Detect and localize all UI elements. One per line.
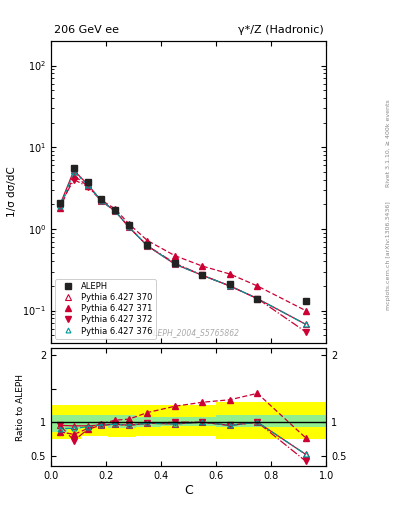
- Pythia 6.427 371: [58, 205, 62, 211]
- Pythia 6.427 370: [228, 283, 232, 289]
- Pythia 6.427 370: [200, 272, 205, 279]
- Pythia 6.427 370: [58, 201, 62, 207]
- Pythia 6.427 370: [85, 181, 90, 187]
- Pythia 6.427 371: [85, 183, 90, 189]
- Pythia 6.427 371: [173, 252, 177, 259]
- Pythia 6.427 371: [228, 271, 232, 277]
- ALEPH: [72, 165, 76, 172]
- Pythia 6.427 372: [85, 183, 90, 189]
- ALEPH: [303, 298, 308, 304]
- ALEPH: [127, 222, 131, 228]
- Y-axis label: Ratio to ALEPH: Ratio to ALEPH: [16, 374, 25, 440]
- Text: mcplots.cern.ch [arXiv:1306.3436]: mcplots.cern.ch [arXiv:1306.3436]: [386, 202, 391, 310]
- Pythia 6.427 370: [113, 208, 118, 214]
- Pythia 6.427 372: [173, 260, 177, 266]
- Pythia 6.427 372: [127, 224, 131, 230]
- ALEPH: [145, 242, 150, 248]
- Pythia 6.427 371: [303, 308, 308, 314]
- Pythia 6.427 371: [113, 206, 118, 212]
- Pythia 6.427 370: [127, 224, 131, 230]
- Pythia 6.427 372: [200, 272, 205, 279]
- Pythia 6.427 371: [99, 197, 104, 203]
- X-axis label: C: C: [184, 483, 193, 497]
- Text: Rivet 3.1.10, ≥ 400k events: Rivet 3.1.10, ≥ 400k events: [386, 99, 391, 187]
- Pythia 6.427 370: [145, 243, 150, 249]
- Pythia 6.427 370: [255, 295, 260, 302]
- Line: Pythia 6.427 370: Pythia 6.427 370: [57, 167, 309, 327]
- Pythia 6.427 376: [255, 295, 260, 302]
- ALEPH: [173, 260, 177, 266]
- Pythia 6.427 371: [72, 173, 76, 179]
- ALEPH: [113, 207, 118, 213]
- ALEPH: [85, 179, 90, 185]
- ALEPH: [228, 281, 232, 287]
- Pythia 6.427 372: [255, 295, 260, 302]
- Pythia 6.427 370: [303, 321, 308, 327]
- Pythia 6.427 372: [58, 201, 62, 207]
- Pythia 6.427 376: [303, 321, 308, 327]
- Pythia 6.427 376: [58, 203, 62, 209]
- Pythia 6.427 376: [228, 283, 232, 289]
- Pythia 6.427 370: [99, 198, 104, 204]
- Pythia 6.427 376: [127, 224, 131, 230]
- Line: Pythia 6.427 372: Pythia 6.427 372: [57, 177, 309, 334]
- Y-axis label: 1/σ dσ/dC: 1/σ dσ/dC: [7, 166, 17, 218]
- Pythia 6.427 372: [72, 177, 76, 183]
- Pythia 6.427 372: [113, 208, 118, 214]
- Pythia 6.427 372: [145, 243, 150, 249]
- Pythia 6.427 376: [200, 272, 205, 279]
- Pythia 6.427 372: [228, 283, 232, 289]
- Pythia 6.427 376: [113, 208, 118, 214]
- Pythia 6.427 371: [127, 221, 131, 227]
- Pythia 6.427 376: [145, 243, 150, 249]
- Pythia 6.427 371: [255, 283, 260, 289]
- Pythia 6.427 372: [303, 329, 308, 335]
- Pythia 6.427 376: [99, 198, 104, 204]
- ALEPH: [255, 295, 260, 302]
- Pythia 6.427 371: [145, 238, 150, 244]
- ALEPH: [99, 196, 104, 202]
- Text: γ*/Z (Hadronic): γ*/Z (Hadronic): [238, 25, 323, 35]
- Pythia 6.427 376: [72, 169, 76, 175]
- Pythia 6.427 376: [85, 182, 90, 188]
- Pythia 6.427 371: [200, 263, 205, 269]
- Text: ALEPH_2004_S5765862: ALEPH_2004_S5765862: [149, 328, 240, 337]
- Pythia 6.427 370: [173, 261, 177, 267]
- Legend: ALEPH, Pythia 6.427 370, Pythia 6.427 371, Pythia 6.427 372, Pythia 6.427 376: ALEPH, Pythia 6.427 370, Pythia 6.427 37…: [55, 279, 156, 339]
- Text: 206 GeV ee: 206 GeV ee: [54, 25, 119, 35]
- ALEPH: [200, 272, 205, 279]
- ALEPH: [58, 200, 62, 206]
- Line: Pythia 6.427 371: Pythia 6.427 371: [57, 173, 309, 313]
- Line: Pythia 6.427 376: Pythia 6.427 376: [58, 169, 308, 327]
- Pythia 6.427 376: [173, 261, 177, 267]
- Pythia 6.427 370: [72, 167, 76, 174]
- Pythia 6.427 372: [99, 198, 104, 204]
- Line: ALEPH: ALEPH: [57, 165, 309, 304]
